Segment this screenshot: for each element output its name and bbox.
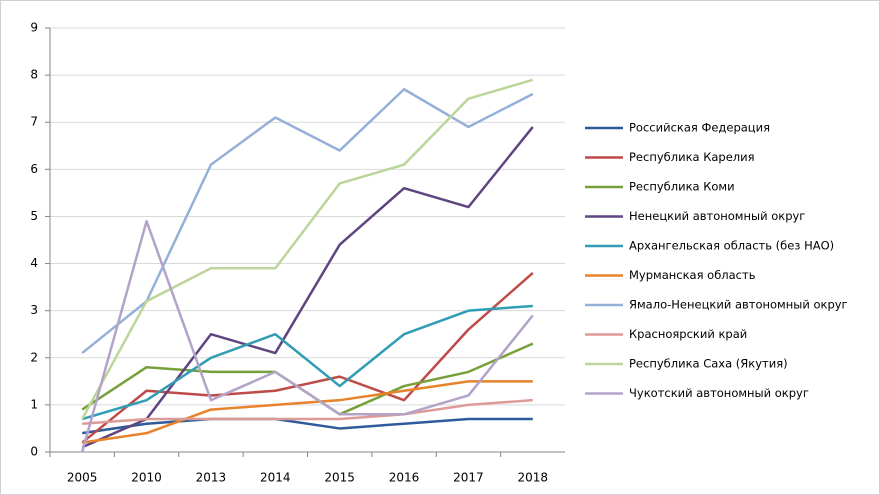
y-tick-label: 8 [30,68,38,82]
x-tick-label: 2005 [67,471,98,485]
x-tick-label: 2018 [518,471,549,485]
y-tick-label: 3 [30,303,38,317]
y-tick-label: 7 [30,115,38,129]
series-line [82,380,533,444]
legend-label: Ненецкий автономный округ [629,209,805,223]
series-line [82,398,533,425]
x-tick-label: 2014 [260,471,291,485]
x-tick-label: 2016 [389,471,420,485]
x-tick-label: 2010 [131,471,162,485]
y-tick-label: 6 [30,162,38,176]
legend-label: Ямало-Ненецкий автономный округ [629,298,848,312]
series-line [81,126,534,449]
y-tick-label: 2 [30,350,38,364]
legend-label: Республика Карелия [629,150,755,164]
x-tick-label: 2013 [196,471,227,485]
series-line [81,304,533,421]
y-tick-label: 9 [30,21,38,35]
series-line [81,87,534,355]
series-line [80,219,534,453]
legend-label: Республика Саха (Якутия) [629,357,788,371]
legend-label: Республика Коми [629,180,735,194]
series-line [81,272,534,444]
y-tick-label: 0 [30,445,38,459]
x-tick-label: 2015 [324,471,355,485]
y-tick-label: 5 [30,209,38,223]
legend-label: Чукотский автономный округ [629,386,809,400]
legend: Российская Федерация Республика Карелия Ре… [585,121,848,400]
y-tick-label: 4 [30,256,38,270]
legend-label: Архангельская область (без НАО) [629,239,834,253]
x-tick-label: 2017 [453,471,484,485]
legend-label: Красноярский край [629,327,747,341]
legend-label: Мурманская область [629,268,756,282]
series-line [82,417,533,435]
series-line [81,78,534,420]
y-tick-label: 1 [30,397,38,411]
legend-label: Российская Федерация [629,121,770,135]
